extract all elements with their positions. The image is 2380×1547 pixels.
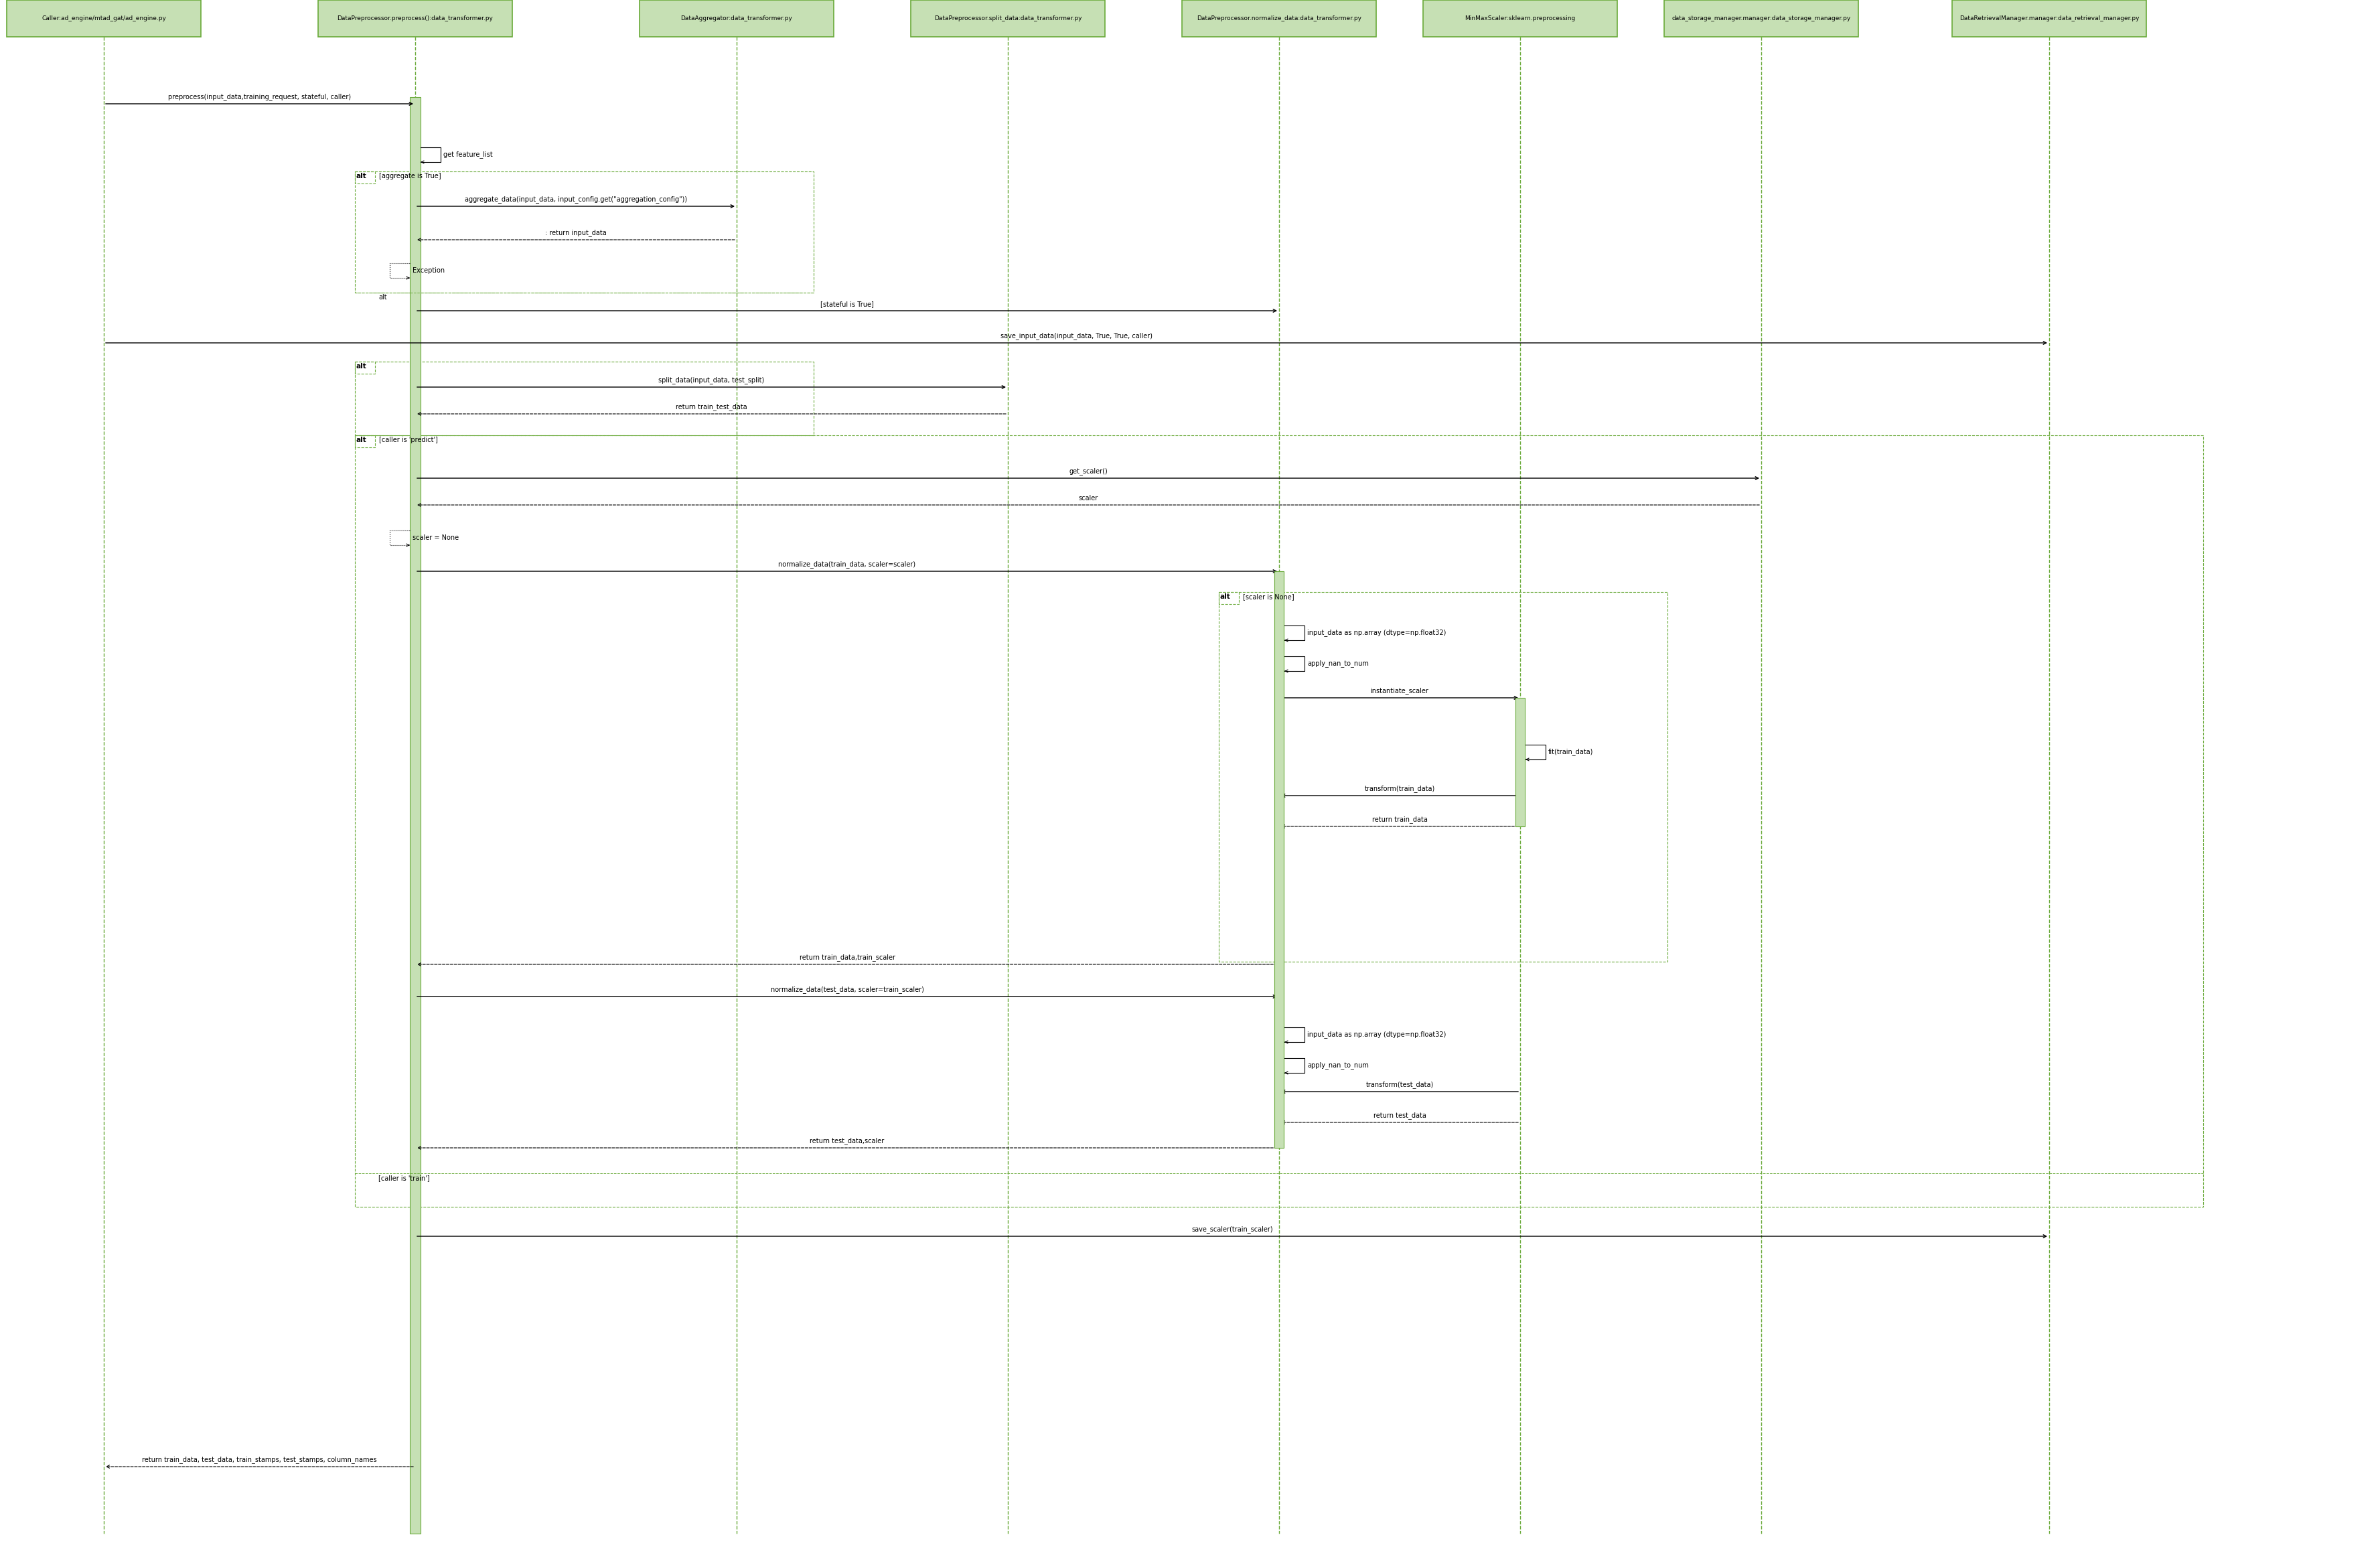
Text: DataPreprocessor.normalize_data:data_transformer.py: DataPreprocessor.normalize_data:data_tra…	[1197, 15, 1361, 22]
Text: get_scaler(): get_scaler()	[1069, 467, 1107, 475]
Bar	[319, 0, 512, 37]
Text: Caller:ad_engine/mtad_gat/ad_engine.py: Caller:ad_engine/mtad_gat/ad_engine.py	[40, 15, 167, 22]
Text: scaler: scaler	[1078, 495, 1097, 501]
Text: alt: alt	[1221, 594, 1230, 600]
Bar	[355, 362, 814, 435]
Bar	[1664, 0, 1859, 37]
Bar	[409, 97, 421, 1533]
Text: transform(test_data): transform(test_data)	[1366, 1081, 1433, 1088]
Bar	[640, 0, 833, 37]
Text: instantiate_scaler: instantiate_scaler	[1371, 687, 1428, 695]
Text: DataPreprocessor.preprocess():data_transformer.py: DataPreprocessor.preprocess():data_trans…	[338, 15, 493, 22]
Text: aggregate_data(input_data, input_config.get("aggregation_config")): aggregate_data(input_data, input_config.…	[464, 195, 688, 203]
Text: fit(train_data): fit(train_data)	[1549, 749, 1592, 756]
Bar	[355, 435, 2204, 1207]
Text: alt: alt	[378, 294, 388, 300]
Text: Exception: Exception	[412, 268, 445, 274]
Text: scaler = None: scaler = None	[412, 534, 459, 541]
Bar	[7, 0, 200, 37]
Bar	[1273, 571, 1283, 1148]
Text: normalize_data(test_data, scaler=train_scaler): normalize_data(test_data, scaler=train_s…	[771, 985, 923, 993]
Text: input_data as np.array (dtype=np.float32): input_data as np.array (dtype=np.float32…	[1307, 630, 1447, 636]
Text: preprocess(input_data,training_request, stateful, caller): preprocess(input_data,training_request, …	[169, 93, 350, 101]
Text: return train_data: return train_data	[1371, 815, 1428, 823]
Text: [scaler is None]: [scaler is None]	[1242, 594, 1295, 600]
Text: [caller is 'predict']: [caller is 'predict']	[378, 436, 438, 444]
Bar	[1423, 0, 1618, 37]
Bar	[355, 172, 376, 184]
Bar	[1219, 593, 1668, 962]
Text: return test_data,scaler: return test_data,scaler	[809, 1137, 885, 1145]
Text: apply_nan_to_num: apply_nan_to_num	[1307, 661, 1368, 667]
Text: data_storage_manager.manager:data_storage_manager.py: data_storage_manager.manager:data_storag…	[1671, 15, 1852, 22]
Bar	[355, 435, 376, 447]
Text: [caller is 'train']: [caller is 'train']	[378, 1174, 431, 1182]
Text: alt: alt	[357, 173, 367, 179]
Bar	[1952, 0, 2147, 37]
Text: DataAggregator:data_transformer.py: DataAggregator:data_transformer.py	[681, 15, 793, 22]
Text: apply_nan_to_num: apply_nan_to_num	[1307, 1061, 1368, 1069]
Text: return train_test_data: return train_test_data	[676, 404, 747, 410]
Text: input_data as np.array (dtype=np.float32): input_data as np.array (dtype=np.float32…	[1307, 1030, 1447, 1038]
Text: [stateful is True]: [stateful is True]	[821, 300, 873, 308]
Text: save_scaler(train_scaler): save_scaler(train_scaler)	[1192, 1225, 1273, 1233]
Text: DataRetrievalManager.manager:data_retrieval_manager.py: DataRetrievalManager.manager:data_retrie…	[1959, 15, 2140, 22]
Text: return test_data: return test_data	[1373, 1112, 1426, 1118]
Text: return train_data,train_scaler: return train_data,train_scaler	[800, 953, 895, 961]
Text: alt: alt	[357, 436, 367, 444]
Text: transform(train_data): transform(train_data)	[1364, 784, 1435, 792]
Text: normalize_data(train_data, scaler=scaler): normalize_data(train_data, scaler=scaler…	[778, 560, 916, 568]
Bar	[355, 172, 814, 292]
Text: save_input_data(input_data, True, True, caller): save_input_data(input_data, True, True, …	[1000, 333, 1152, 339]
Text: get feature_list: get feature_list	[443, 152, 493, 158]
Text: split_data(input_data, test_split): split_data(input_data, test_split)	[659, 376, 764, 384]
Bar	[912, 0, 1104, 37]
Text: : return input_data: : return input_data	[545, 229, 607, 237]
Bar	[355, 362, 376, 374]
Bar	[1516, 698, 1526, 826]
Bar	[1219, 593, 1240, 603]
Text: alt: alt	[357, 364, 367, 370]
Text: [aggregate is True]: [aggregate is True]	[378, 173, 440, 179]
Text: MinMaxScaler:sklearn.preprocessing: MinMaxScaler:sklearn.preprocessing	[1464, 15, 1576, 22]
Text: return train_data, test_data, train_stamps, test_stamps, column_names: return train_data, test_data, train_stam…	[143, 1456, 376, 1463]
Text: DataPreprocessor.split_data:data_transformer.py: DataPreprocessor.split_data:data_transfo…	[933, 15, 1081, 22]
Bar	[1183, 0, 1376, 37]
